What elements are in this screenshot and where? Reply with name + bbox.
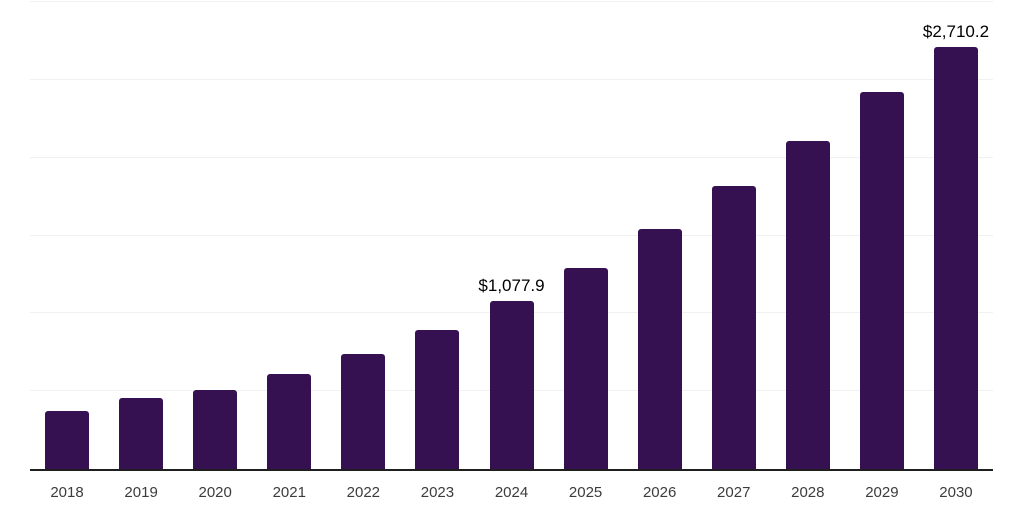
gridline-3000 — [30, 1, 993, 2]
bar-slot-2020 — [178, 2, 252, 469]
bar-slot-2021 — [252, 2, 326, 469]
bar-slot-2019 — [104, 2, 178, 469]
bar-slot-2023 — [400, 2, 474, 469]
bar-2030 — [933, 47, 978, 469]
bar-slot-2024: $1,077.9 — [474, 2, 548, 469]
bar-slot-2022 — [326, 2, 400, 469]
x-tick-label-2019: 2019 — [124, 484, 158, 501]
bar-2022 — [341, 353, 386, 469]
x-tick-label-2028: 2028 — [791, 484, 825, 501]
plot-area: $1,077.9 $2,710.2 — [30, 1, 993, 471]
bar-2026 — [637, 229, 682, 469]
x-axis-line — [30, 469, 993, 471]
gridline-2000 — [30, 156, 993, 158]
bar-2025 — [563, 268, 608, 469]
gridline-2500 — [30, 78, 993, 80]
x-tick-label-2024: 2024 — [494, 484, 529, 501]
bar-slot-2027 — [697, 2, 771, 469]
x-tick-label-2020: 2020 — [198, 484, 232, 501]
x-tick-label-2030: 2030 — [939, 484, 973, 501]
bar-slot-2030: $2,710.2 — [919, 2, 993, 469]
bar-2027 — [711, 186, 756, 469]
bar-slot-2029 — [845, 2, 919, 469]
x-tick-label-2029: 2029 — [865, 484, 899, 501]
x-tick-label-2023: 2023 — [420, 484, 455, 501]
bar-2023 — [415, 330, 460, 469]
x-tick-label-2018: 2018 — [50, 484, 84, 501]
bar-2018 — [45, 410, 90, 469]
bar-slot-2028 — [771, 2, 845, 469]
bar-2019 — [119, 398, 164, 469]
x-tick-label-2027: 2027 — [717, 484, 751, 501]
bar-2028 — [785, 140, 830, 469]
bar-slot-2026 — [623, 2, 697, 469]
value-label-2024: $1,077.9 — [478, 276, 545, 296]
bar-2029 — [859, 91, 904, 469]
x-tick-label-2026: 2026 — [642, 484, 677, 501]
bar-slot-2018 — [30, 2, 104, 469]
gridline-1500 — [30, 234, 993, 236]
bar-slot-2025 — [549, 2, 623, 469]
value-label-2030: $2,710.2 — [922, 22, 990, 42]
x-tick-label-2022: 2022 — [346, 484, 381, 501]
x-tick-label-2025: 2025 — [568, 484, 603, 501]
x-tick-label-2021: 2021 — [272, 484, 306, 501]
bar-2021 — [267, 374, 312, 469]
bar-2020 — [193, 389, 238, 469]
bars-container: $1,077.9 $2,710.2 — [30, 2, 993, 469]
bar-2024 — [489, 301, 534, 469]
x-axis-labels: 2018 2019 2020 2021 2022 2023 2024 2025 2026 2027… — [30, 484, 993, 502]
